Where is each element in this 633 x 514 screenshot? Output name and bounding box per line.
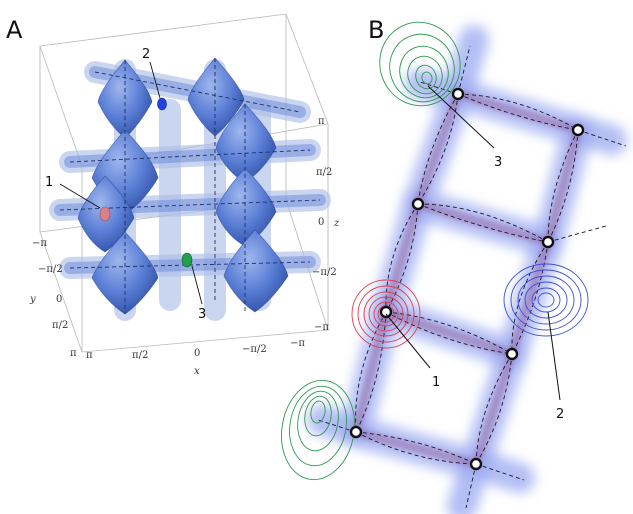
x-tick: 0	[194, 348, 200, 359]
x-axis-name: x	[194, 366, 200, 377]
x-tick: π	[86, 350, 93, 361]
panel-a-leaders	[59, 61, 203, 305]
z-tick: 0	[318, 217, 324, 228]
contours-blue	[503, 263, 589, 337]
x-tick: −π/2	[242, 344, 267, 355]
network-node	[469, 457, 483, 471]
panel-b: B	[281, 16, 627, 514]
z-axis: π π/2 0 z −π/2 −π	[312, 116, 340, 333]
panel-a-letter: A	[6, 16, 23, 44]
network-edges	[317, 45, 627, 509]
z-tick: π/2	[316, 167, 332, 178]
z-tick: −π/2	[312, 267, 337, 278]
y-tick: −π/2	[38, 264, 63, 275]
panel-a-callout-2: 2	[142, 47, 150, 62]
y-tick: π	[70, 348, 77, 359]
z-tick: −π	[314, 322, 329, 333]
panel-b-callout-3: 3	[494, 155, 502, 170]
network-node	[571, 123, 585, 137]
panel-b-letter: B	[368, 16, 384, 44]
panel-b-callout-1: 1	[432, 375, 440, 390]
network-node	[451, 87, 465, 101]
junction-blob	[223, 229, 289, 313]
marker-3	[181, 252, 193, 268]
z-tick: π	[318, 116, 325, 127]
x-axis: π π/2 0 x −π/2 −π	[86, 338, 305, 377]
panel-b-callout-2: 2	[556, 407, 564, 422]
network-nodes	[349, 87, 585, 471]
x-tick: −π	[290, 338, 305, 349]
panel-b-leaders	[385, 85, 561, 401]
y-tick: π/2	[52, 320, 68, 331]
contours-green-top	[379, 21, 461, 107]
x-tick: π/2	[132, 350, 148, 361]
network-node	[379, 305, 393, 319]
marker-1	[99, 206, 111, 222]
y-axis: −π −π/2 0 y π/2 π	[29, 238, 77, 359]
bounding-box	[39, 13, 329, 353]
z-axis-name: z	[333, 218, 340, 229]
y-tick: 0	[56, 294, 62, 305]
panel-a-callout-1: 1	[45, 175, 53, 190]
y-tick: −π	[32, 238, 47, 249]
network-node	[411, 197, 425, 211]
y-axis-name: y	[29, 294, 36, 305]
panel-a-callout-3: 3	[198, 307, 206, 322]
network-node	[505, 347, 519, 361]
network-node	[349, 425, 363, 439]
panel-a: A	[6, 13, 340, 377]
network-node	[541, 235, 555, 249]
marker-2	[157, 97, 167, 111]
